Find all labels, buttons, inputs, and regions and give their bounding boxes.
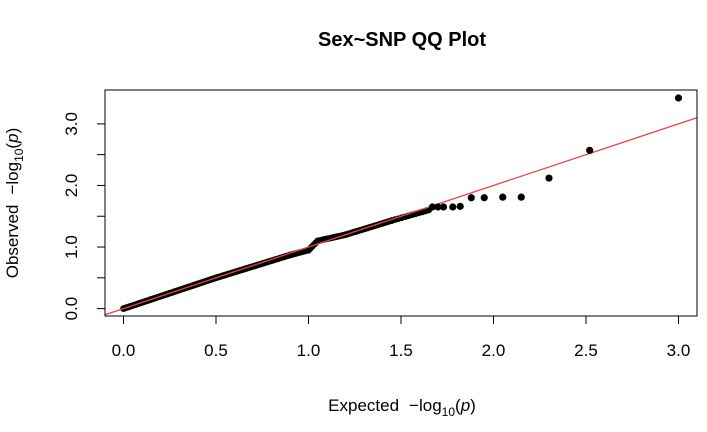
data-point — [545, 174, 553, 182]
data-point — [586, 146, 594, 154]
y-axis-label: Observed−log10(p) — [3, 128, 26, 279]
x-tick-label: 2.5 — [574, 341, 598, 360]
x-tick-label: 1.5 — [389, 341, 413, 360]
x-tick-label: 3.0 — [667, 341, 691, 360]
x-tick-label: 0.0 — [112, 341, 136, 360]
chart-title: Sex~SNP QQ Plot — [318, 29, 486, 51]
data-point — [434, 203, 442, 211]
data-point — [480, 194, 488, 202]
x-tick-label: 1.0 — [297, 341, 321, 360]
y-tick-label: 0.0 — [62, 297, 81, 321]
data-point — [456, 202, 464, 210]
data-point — [467, 194, 475, 202]
y-axis: 0.0 1.0 2.0 3.0 — [62, 112, 106, 321]
data-point — [449, 203, 457, 211]
data-layer — [120, 206, 433, 312]
reference-line — [104, 117, 698, 316]
x-axis-label: Expected −log10(p) — [328, 396, 476, 419]
y-tick-label: 1.0 — [62, 235, 81, 259]
points-layer — [428, 94, 683, 211]
y-tick-label: 3.0 — [62, 112, 81, 136]
x-axis: 0.0 0.5 1.0 1.5 2.0 2.5 3.0 — [112, 315, 691, 360]
data-point — [499, 193, 507, 201]
data-point — [674, 94, 683, 102]
x-tick-label: 2.0 — [482, 341, 506, 360]
x-tick-label: 0.5 — [204, 341, 228, 360]
data-point — [439, 203, 448, 211]
data-point — [517, 193, 525, 201]
y-tick-label: 2.0 — [62, 174, 81, 198]
data-point — [428, 203, 437, 211]
